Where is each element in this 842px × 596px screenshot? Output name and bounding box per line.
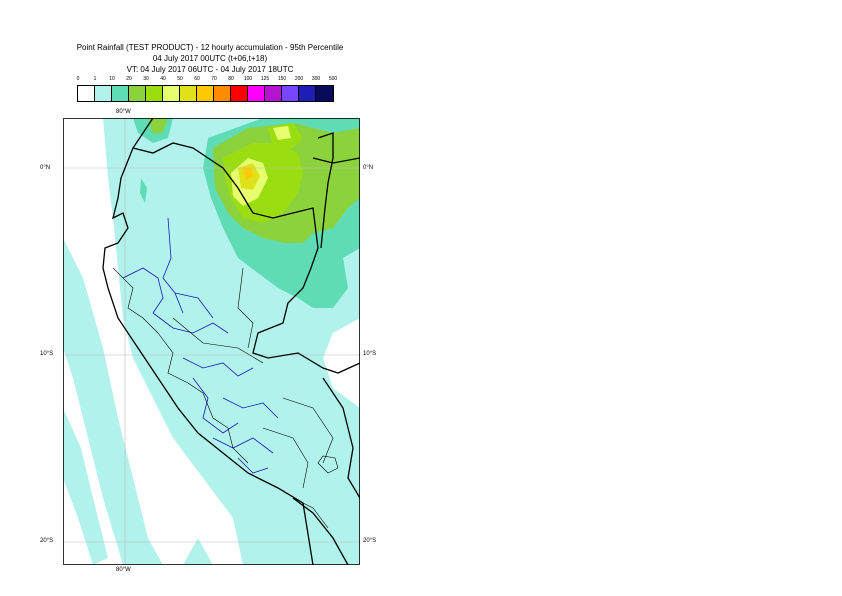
legend-tick-label: 30	[143, 76, 149, 82]
legend-swatch	[129, 86, 146, 101]
legend-swatch	[231, 86, 248, 101]
legend-swatch	[265, 86, 282, 101]
rain-area-40-60mm	[231, 126, 291, 206]
legend-tick-label: 1	[93, 76, 97, 82]
title-line-2: 04 July 2017 00UTC (t+06,t+18)	[152, 54, 268, 63]
lat-label-20s-right: 20°S	[363, 538, 377, 544]
legend-swatch	[112, 86, 129, 101]
legend-tick-label: 300	[311, 76, 321, 82]
legend-swatch	[214, 86, 231, 101]
legend-tick-label: 100	[243, 76, 253, 82]
lat-label-0-right: 0°N	[363, 165, 374, 171]
legend-swatch	[282, 86, 299, 101]
legend-swatch	[299, 86, 316, 101]
coastline-borders	[102, 118, 360, 565]
legend-tick-label: 60	[194, 76, 200, 82]
legend-tick-label: 50	[177, 76, 183, 82]
legend-tick-label: 40	[160, 76, 166, 82]
legend-tick-label: 500	[328, 76, 338, 82]
map-canvas	[63, 118, 360, 565]
lon-label-top: 80°W	[116, 109, 131, 115]
legend-swatch	[248, 86, 265, 101]
graticule	[63, 118, 360, 565]
title-line-1: Point Rainfall (TEST PRODUCT) - 12 hourl…	[76, 43, 344, 52]
lat-label-10s-right: 10°S	[363, 351, 377, 357]
legend-tick-label: 125	[260, 76, 270, 82]
map-title: Point Rainfall (TEST PRODUCT) - 12 hourl…	[40, 42, 380, 75]
legend-tick-label: 80	[228, 76, 234, 82]
rainfall-map: 0°N 0°N 10°S 10°S 20°S 20°S 80°W 80°W	[40, 109, 376, 573]
legend-swatch	[316, 86, 333, 101]
map-frame	[63, 118, 360, 565]
title-line-3: VT: 04 July 2017 06UTC - 04 July 2017 18…	[126, 65, 294, 74]
legend-swatch	[78, 86, 95, 101]
lat-label-0: 0°N	[40, 165, 51, 171]
lon-label-bottom: 80°W	[116, 567, 131, 573]
legend-swatch	[163, 86, 180, 101]
legend-tick-label: 150	[277, 76, 287, 82]
admin-boundaries	[122, 217, 279, 474]
legend-tick-label: 70	[211, 76, 217, 82]
legend-swatch	[180, 86, 197, 101]
legend-tick-label: 20	[126, 76, 132, 82]
legend-swatch	[146, 86, 163, 101]
lat-label-10s: 10°S	[40, 351, 54, 357]
legend-tick-label: 0	[76, 76, 80, 82]
legend-swatch	[197, 86, 214, 101]
legend-tick-label: 200	[294, 76, 304, 82]
legend-tick-label: 10	[109, 76, 115, 82]
legend-color-bar	[77, 85, 334, 102]
legend-swatch	[95, 86, 112, 101]
lat-label-20s: 20°S	[40, 538, 54, 544]
